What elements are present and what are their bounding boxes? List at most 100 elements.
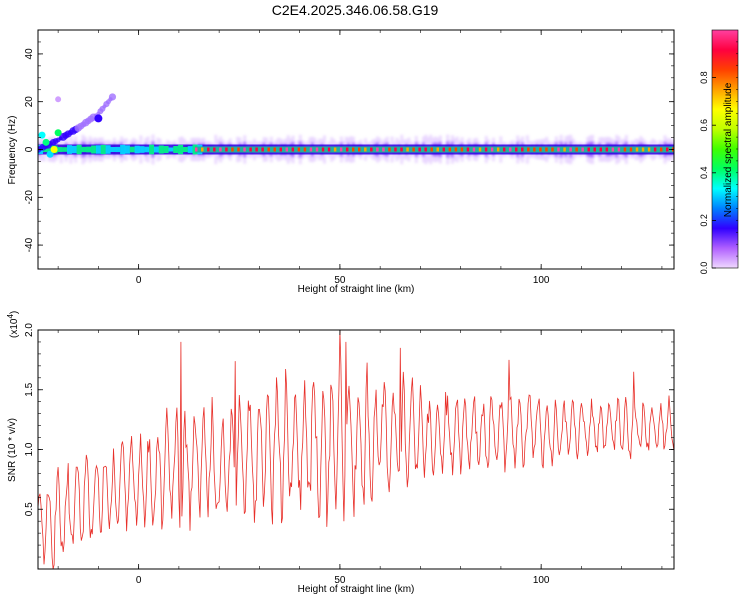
spectrogram-cell	[237, 147, 240, 152]
spectrogram-cell	[418, 147, 421, 152]
spectrogram-cell	[665, 147, 669, 152]
spectrogram-cell	[400, 147, 403, 152]
colorbar-tick-label: 0.6	[699, 119, 709, 132]
spectrogram-cell	[213, 147, 216, 152]
spectrogram-cell	[124, 145, 130, 154]
spectrogram-cell	[496, 147, 500, 152]
snr-x-ticks: 0 50 100	[57, 330, 663, 586]
spectrogram-cell	[635, 147, 639, 152]
spectrogram-cell	[182, 146, 188, 153]
spectrogram-cell	[515, 147, 518, 152]
spectrogram-cell	[297, 147, 301, 152]
spectrogram-cell	[551, 147, 554, 152]
spectrogram-cell	[279, 147, 283, 152]
spectrogram-cell	[105, 145, 111, 154]
spectrogram-blob	[54, 129, 62, 137]
snr-exponent-base: (x10	[9, 318, 20, 338]
spectrogram-cell	[267, 147, 270, 152]
spectrogram-cell	[563, 147, 566, 152]
spectrogram-marks	[38, 93, 674, 165]
spectrogram-cell	[153, 146, 159, 153]
spectrogram-cell	[484, 147, 488, 152]
spectrogram-cell	[460, 147, 464, 152]
spectrogram-cell	[139, 146, 145, 153]
spectrogram-cell	[521, 147, 524, 152]
spectrogram-blob	[46, 150, 54, 158]
snr-series-line	[38, 330, 674, 569]
spectrogram-panel: 0 50 100 40 20 0 -20 -40 Height of straight li…	[7, 29, 675, 295]
snr-exponent-close: )	[9, 311, 20, 314]
spectrogram-cell	[508, 147, 512, 152]
spectrogram-cell	[187, 146, 193, 153]
spectrogram-cell	[255, 147, 258, 152]
spectrogram-cell	[291, 147, 295, 152]
spectrogram-cell	[57, 147, 63, 152]
spectrogram-cell	[225, 147, 228, 152]
spectrogram-blob	[42, 138, 50, 146]
spectrogram-cell	[71, 145, 77, 154]
spectrogram-cell	[194, 147, 198, 152]
spectrogram-cell	[412, 147, 415, 152]
x-tick-label: 0	[136, 575, 142, 586]
spectrogram-y-label: Frequency (Hz)	[7, 116, 18, 185]
spectrogram-x-label: Height of straight line (km)	[298, 284, 415, 295]
colorbar: 0.0 0.2 0.4 0.6 0.8 Normalized spectral ampl…	[699, 29, 739, 274]
colorbar-gradient	[711, 29, 739, 269]
y-tick-label: 0	[24, 146, 35, 152]
spectrogram-cell	[502, 147, 506, 152]
spectrogram-cell	[173, 146, 179, 153]
spectrogram-cell	[81, 146, 87, 153]
snr-panel: 0 50 100 0.5 1.0 1.5 2.0 Height of straight l…	[6, 311, 675, 595]
x-tick-label: 0	[136, 275, 142, 286]
spectrogram-cell	[557, 147, 560, 152]
spectrogram-cell	[95, 145, 101, 154]
spectrogram-cell	[623, 147, 627, 152]
spectrogram-cell	[605, 147, 609, 152]
spectrogram-cell	[76, 144, 82, 155]
spectrogram-cell	[436, 147, 440, 152]
spectrogram-cell	[86, 146, 92, 153]
spectrogram-cell	[115, 146, 121, 153]
spectrogram-main-line	[194, 146, 674, 153]
colorbar-label: Normalized spectral amplitude	[723, 82, 734, 217]
spectrogram-cell	[327, 147, 331, 152]
spectrogram-cell	[303, 147, 307, 152]
y-tick-label: -20	[24, 190, 35, 205]
spectrogram-cell	[466, 147, 470, 152]
spectrogram-cell	[333, 147, 337, 152]
spectrogram-cell	[478, 147, 482, 152]
spectrogram-cell	[358, 147, 361, 152]
spectrogram-cell	[647, 147, 651, 152]
spectrogram-cell	[575, 147, 578, 152]
spectrogram-cell	[219, 147, 222, 152]
spectrogram-cell	[261, 147, 264, 152]
x-tick-label: 50	[334, 275, 346, 286]
spectrogram-cell	[339, 147, 343, 152]
spectrogram-cell	[273, 147, 276, 152]
spectrogram-cell	[617, 147, 621, 152]
spectrogram-cell	[149, 144, 155, 155]
spectrogram-cell	[231, 147, 234, 152]
spectrogram-cell	[569, 147, 572, 152]
spectrogram-cell	[134, 145, 140, 154]
spectrogram-cell	[178, 144, 184, 155]
colorbar-tick-label: 0.2	[699, 214, 709, 227]
spectrogram-cell	[394, 147, 397, 152]
snr-exponent-text: (x104)	[6, 311, 20, 338]
spectrogram-cell	[382, 147, 385, 152]
x-tick-label: 100	[533, 575, 550, 586]
spectrogram-cell	[201, 147, 204, 152]
spectrogram-x-ticks: 0 50 100	[57, 30, 663, 286]
spectrogram-cell	[66, 145, 72, 154]
y-tick-label: 0.5	[24, 502, 35, 516]
spectrogram-cell	[370, 147, 373, 152]
spectrogram-cell	[599, 147, 603, 152]
y-tick-label: 40	[24, 48, 35, 60]
spectrogram-cell	[62, 147, 68, 152]
y-tick-label: 2.0	[24, 323, 35, 337]
spectrogram-cell	[442, 147, 446, 152]
spectrogram-cell	[587, 147, 590, 152]
spectrogram-y-ticks: 40 20 0 -20 -40	[24, 41, 674, 258]
spectrogram-cell	[533, 147, 536, 152]
colorbar-tick-label: 0.8	[699, 71, 709, 84]
